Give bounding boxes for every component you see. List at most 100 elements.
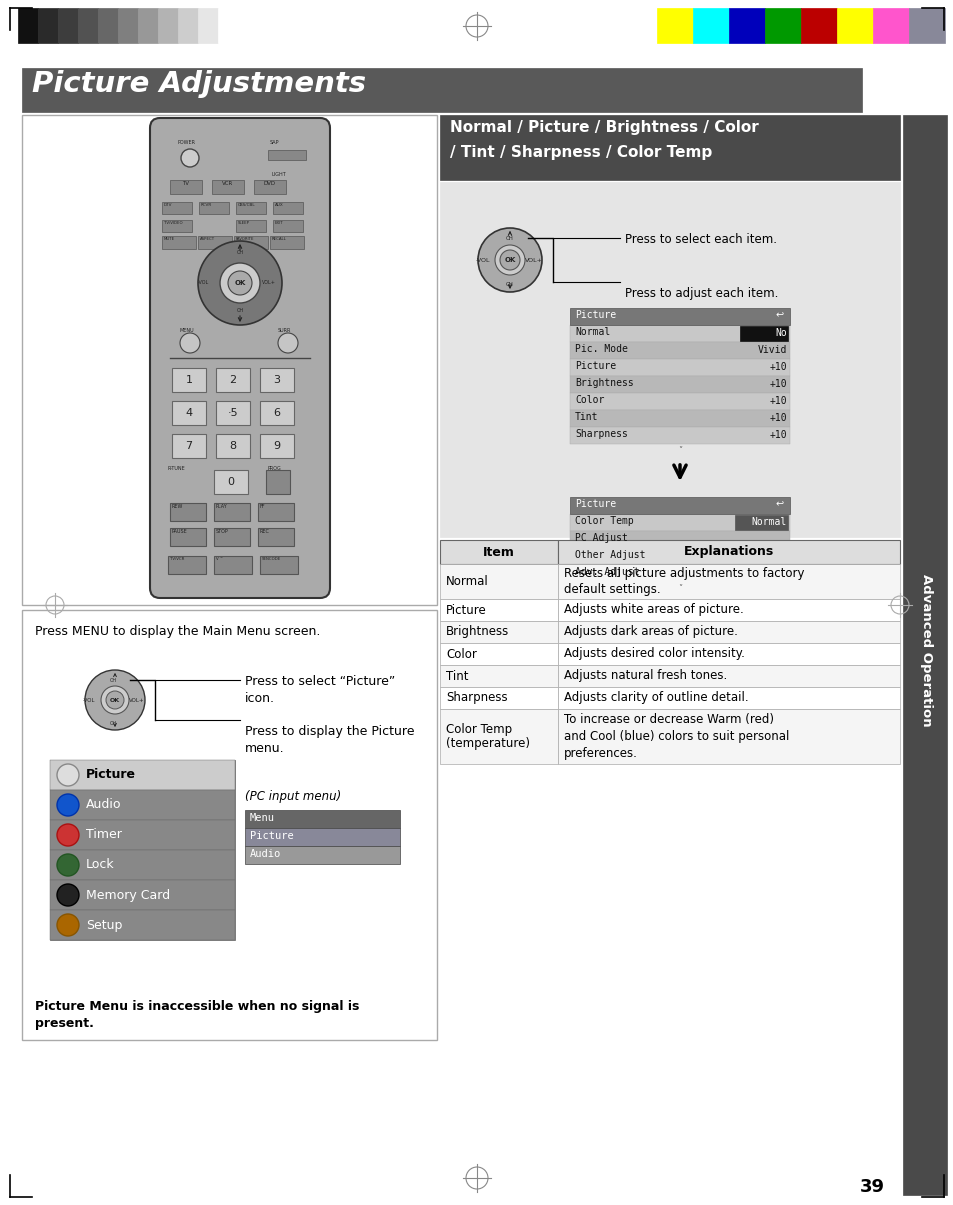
FancyBboxPatch shape [260, 556, 297, 574]
Text: VCR: VCR [222, 181, 233, 186]
Text: Sharpness: Sharpness [575, 429, 627, 439]
Text: Color Temp
(temperature): Color Temp (temperature) [446, 723, 530, 751]
Text: POWER: POWER [178, 140, 195, 145]
FancyBboxPatch shape [728, 8, 764, 43]
FancyBboxPatch shape [558, 540, 899, 564]
Circle shape [477, 228, 541, 292]
FancyBboxPatch shape [569, 376, 789, 393]
Text: Picture Menu is inaccessible when no signal is
present.: Picture Menu is inaccessible when no sig… [35, 1000, 359, 1030]
FancyBboxPatch shape [198, 8, 218, 43]
Circle shape [495, 245, 524, 275]
Text: R-TUNE: R-TUNE [168, 466, 186, 471]
FancyBboxPatch shape [692, 8, 728, 43]
FancyBboxPatch shape [38, 8, 58, 43]
Text: REW: REW [172, 504, 183, 509]
Circle shape [57, 794, 79, 816]
FancyBboxPatch shape [439, 643, 558, 665]
Text: SLEEP: SLEEP [237, 221, 250, 225]
Text: Picture: Picture [86, 769, 136, 782]
Text: CH: CH [505, 282, 514, 287]
FancyBboxPatch shape [260, 401, 294, 425]
FancyBboxPatch shape [764, 8, 801, 43]
FancyBboxPatch shape [245, 846, 399, 864]
FancyBboxPatch shape [158, 8, 178, 43]
Circle shape [181, 149, 199, 167]
FancyBboxPatch shape [257, 502, 294, 521]
FancyBboxPatch shape [439, 564, 558, 599]
FancyBboxPatch shape [734, 515, 787, 530]
FancyBboxPatch shape [245, 810, 399, 828]
Text: 39: 39 [859, 1178, 884, 1197]
Text: Color: Color [446, 647, 476, 660]
FancyBboxPatch shape [235, 221, 266, 233]
Text: (PC input menu): (PC input menu) [245, 790, 341, 803]
FancyBboxPatch shape [569, 515, 789, 531]
Text: 3: 3 [274, 375, 280, 386]
Text: ASPECT: ASPECT [200, 237, 214, 241]
FancyBboxPatch shape [172, 401, 206, 425]
Circle shape [57, 915, 79, 936]
Text: No: No [775, 328, 786, 337]
Text: Press to select “Picture”
icon.: Press to select “Picture” icon. [245, 675, 395, 705]
FancyBboxPatch shape [801, 8, 836, 43]
FancyBboxPatch shape [569, 342, 789, 359]
Text: OK: OK [110, 698, 120, 703]
Circle shape [220, 263, 260, 302]
FancyBboxPatch shape [872, 8, 908, 43]
Text: MENU: MENU [180, 328, 194, 333]
Text: 2: 2 [230, 375, 236, 386]
Text: ·5: ·5 [228, 408, 238, 418]
Text: Normal: Normal [751, 517, 786, 527]
FancyBboxPatch shape [168, 556, 206, 574]
FancyBboxPatch shape [235, 202, 266, 214]
Text: Timer: Timer [86, 829, 122, 841]
Text: OK: OK [504, 257, 516, 263]
Text: Adjusts white areas of picture.: Adjusts white areas of picture. [563, 604, 743, 617]
Text: +10: +10 [768, 362, 786, 372]
Text: -VOL: -VOL [198, 281, 209, 286]
Circle shape [228, 271, 252, 295]
Text: VOL+: VOL+ [262, 281, 275, 286]
FancyBboxPatch shape [162, 202, 192, 214]
FancyBboxPatch shape [50, 790, 234, 819]
Text: Item: Item [482, 546, 515, 558]
Text: -VOL: -VOL [83, 698, 95, 703]
FancyBboxPatch shape [569, 359, 789, 376]
Text: Press to display the Picture
menu.: Press to display the Picture menu. [245, 725, 414, 756]
Circle shape [499, 249, 519, 270]
FancyBboxPatch shape [170, 528, 206, 546]
FancyBboxPatch shape [253, 180, 286, 194]
Text: Press MENU to display the Main Menu screen.: Press MENU to display the Main Menu scre… [35, 625, 320, 637]
Text: CH: CH [236, 308, 243, 313]
FancyBboxPatch shape [439, 687, 558, 709]
Text: Audio: Audio [250, 850, 281, 859]
Text: +10: +10 [768, 396, 786, 406]
FancyBboxPatch shape [657, 8, 692, 43]
Text: Picture: Picture [575, 362, 616, 371]
FancyBboxPatch shape [569, 393, 789, 410]
Text: Explanations: Explanations [683, 546, 773, 558]
Text: Sharpness: Sharpness [446, 692, 507, 705]
FancyBboxPatch shape [22, 610, 436, 1040]
FancyBboxPatch shape [138, 8, 158, 43]
Circle shape [101, 686, 129, 715]
FancyBboxPatch shape [569, 531, 789, 548]
Text: Adjusts desired color intensity.: Adjusts desired color intensity. [563, 647, 744, 660]
Text: 7: 7 [185, 441, 193, 451]
Text: TV/VCR: TV/VCR [170, 557, 184, 562]
FancyBboxPatch shape [213, 470, 248, 494]
FancyBboxPatch shape [558, 621, 899, 643]
FancyBboxPatch shape [569, 308, 789, 325]
FancyBboxPatch shape [58, 8, 78, 43]
Text: RECALL: RECALL [272, 237, 287, 241]
Text: Adjusts natural fresh tones.: Adjusts natural fresh tones. [563, 670, 726, 682]
FancyBboxPatch shape [50, 819, 234, 850]
FancyBboxPatch shape [257, 528, 294, 546]
Text: VOL+: VOL+ [129, 698, 145, 703]
Text: PLAY: PLAY [215, 504, 228, 509]
Text: SURR: SURR [277, 328, 291, 333]
FancyBboxPatch shape [172, 434, 206, 458]
FancyBboxPatch shape [273, 202, 303, 214]
Text: ˅: ˅ [678, 446, 681, 455]
FancyBboxPatch shape [213, 502, 250, 521]
